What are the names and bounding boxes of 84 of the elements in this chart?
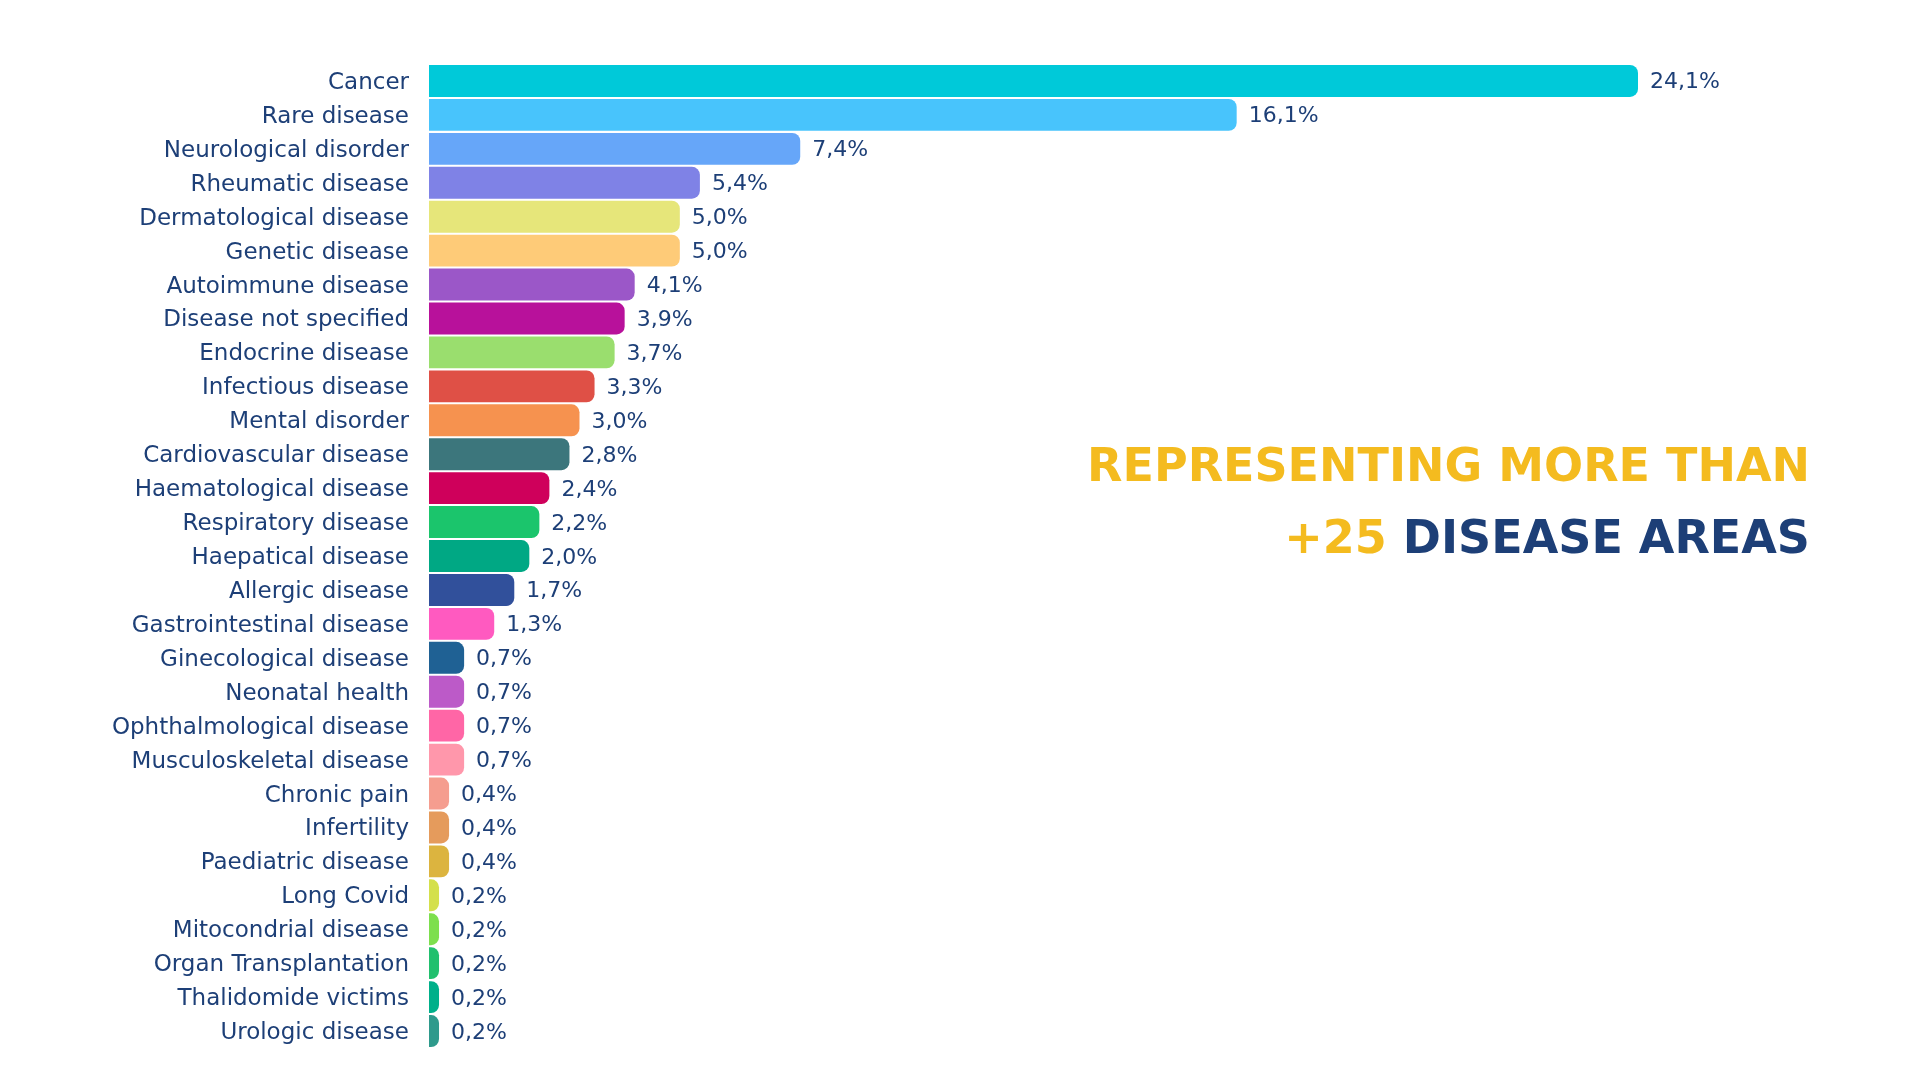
bar (429, 370, 595, 403)
data-label: 5,0% (691, 238, 748, 264)
bar (429, 404, 580, 437)
data-label: 1,7% (526, 577, 583, 603)
data-label: 3,0% (591, 407, 648, 433)
y-tick-label: Autoimmune disease (166, 271, 409, 298)
data-label: 5,0% (691, 204, 748, 230)
bar (429, 200, 680, 233)
y-tick-label: Infectious disease (202, 373, 409, 400)
data-label: 0,4% (461, 781, 517, 807)
y-tick-label: Ginecological disease (160, 644, 409, 671)
data-label: 0,4% (461, 814, 517, 840)
data-label: 0,2% (451, 984, 507, 1010)
bar (429, 302, 625, 335)
bar (429, 743, 465, 776)
bar (429, 336, 615, 369)
y-tick-label: Neurological disorder (163, 135, 410, 162)
y-tick-label: Infertility (305, 814, 409, 841)
bar (429, 132, 801, 165)
y-tick-label: Ophthalmological disease (111, 712, 409, 739)
y-tick-label: Disease not specified (163, 305, 409, 332)
bar (429, 641, 465, 674)
data-label: 0,4% (461, 848, 517, 874)
y-tick-label: Neonatal health (225, 678, 409, 705)
bar (429, 573, 515, 606)
data-label: 0,2% (451, 950, 507, 976)
y-tick-label: Cancer (328, 67, 410, 94)
data-label: 0,2% (451, 1018, 507, 1044)
data-label: 1,3% (506, 611, 563, 637)
y-tick-label: Rare disease (261, 101, 409, 128)
y-tick-label: Rheumatic disease (190, 169, 409, 196)
bar (429, 811, 450, 844)
data-label: 3,3% (606, 373, 663, 399)
data-label: 2,8% (581, 441, 638, 467)
y-tick-label: Mitocondrial disease (172, 916, 409, 943)
y-tick-label: Genetic disease (225, 237, 409, 264)
bar (429, 438, 570, 471)
bar (429, 607, 495, 640)
text: +25 DISEASE AREAS (1284, 510, 1811, 564)
bar (429, 268, 635, 301)
bar (429, 540, 530, 572)
data-label: 2,4% (561, 475, 618, 501)
bar (429, 234, 680, 267)
y-tick-label: Dermatological disease (139, 203, 409, 230)
y-tick-label: Haepatical disease (191, 543, 409, 569)
bar (429, 845, 450, 878)
y-tick-label: Thalidomide victims (176, 984, 409, 1011)
y-tick-label: Respiratory disease (182, 509, 409, 536)
data-label: 2,2% (551, 509, 608, 535)
data-label: 4,1% (646, 272, 703, 298)
data-label: 16,1% (1248, 102, 1319, 128)
y-tick-label: Chronic pain (264, 780, 409, 807)
y-tick-label: Gastrointestinal disease (131, 610, 409, 637)
data-label: 0,2% (451, 916, 507, 942)
text: REPRESENTING MORE THAN (1087, 438, 1811, 492)
bar (429, 166, 700, 199)
bar (429, 472, 550, 505)
data-label: 0,7% (476, 747, 533, 773)
data-label: 5,4% (711, 170, 768, 196)
data-label: 0,7% (476, 645, 533, 671)
data-label: 2,0% (541, 543, 598, 569)
y-tick-label: Organ Transplantation (153, 950, 409, 977)
y-tick-label: Long Covid (281, 882, 409, 909)
bar (429, 98, 1237, 131)
data-label: 0,7% (476, 713, 533, 739)
data-label: 3,9% (636, 305, 693, 331)
y-tick-label: Endocrine disease (199, 339, 409, 366)
data-label: 24,1% (1650, 68, 1720, 94)
data-label: 3,7% (626, 339, 683, 365)
bar (429, 65, 1638, 97)
y-tick-label: Mental disorder (229, 407, 410, 434)
data-label: 0,7% (476, 679, 533, 705)
bar (429, 777, 450, 810)
y-tick-label: Allergic disease (228, 576, 409, 603)
y-tick-label: Urologic disease (220, 1018, 409, 1045)
y-tick-label: Paediatric disease (200, 848, 409, 875)
y-tick-label: Haematological disease (134, 475, 409, 502)
y-tick-label: Cardiovascular disease (143, 441, 409, 468)
data-label: 7,4% (812, 136, 869, 162)
bar (429, 506, 540, 539)
data-label: 0,2% (451, 882, 507, 908)
bar (429, 709, 465, 742)
y-tick-label: Musculoskeletal disease (131, 746, 409, 773)
bar (429, 675, 465, 708)
